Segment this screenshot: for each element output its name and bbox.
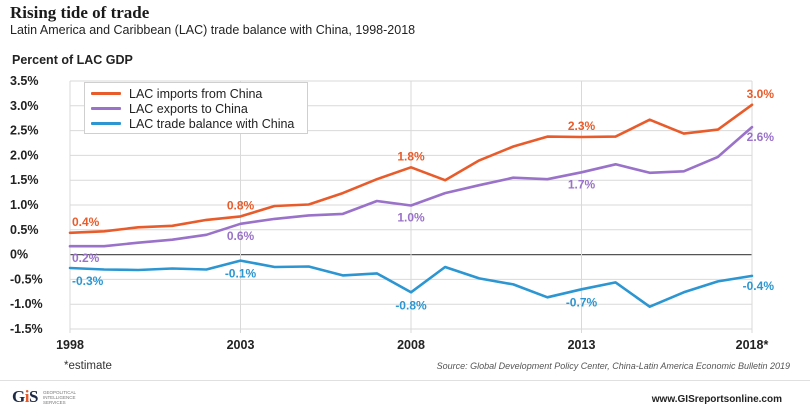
legend-swatch-imports [91, 92, 121, 95]
data-label-balance: -0.3% [72, 274, 104, 288]
legend-item-exports: LAC exports to China [91, 101, 301, 116]
series-line-balance [68, 259, 754, 309]
y-tick-label: 2.5% [10, 124, 39, 138]
data-label-balance: -0.1% [225, 267, 257, 281]
chart-legend: LAC imports from China LAC exports to Ch… [84, 82, 308, 134]
logo-tagline: Geopolitical Intelligence Services [42, 389, 76, 405]
legend-swatch-balance [91, 122, 121, 125]
legend-label-exports: LAC exports to China [129, 101, 248, 116]
data-label-imports: 2.3% [568, 119, 596, 133]
data-label-exports: 1.7% [568, 177, 596, 191]
x-tick-label: 2003 [227, 338, 255, 352]
y-axis-label: Percent of LAC GDP [12, 53, 133, 67]
gis-logo: GiS Geopolitical Intelligence Services [12, 387, 89, 407]
x-tick-label: 2018* [736, 338, 769, 352]
y-tick-label: 0% [10, 248, 28, 262]
y-tick-label: 0.5% [10, 223, 39, 237]
series-line-exports [68, 125, 754, 248]
y-tick-label: 3.5% [10, 74, 39, 88]
y-tick-label: -1.0% [10, 297, 43, 311]
y-tick-label: 2.0% [10, 148, 39, 162]
legend-item-imports: LAC imports from China [91, 86, 301, 101]
legend-label-imports: LAC imports from China [129, 86, 263, 101]
grid-lines [69, 80, 753, 333]
data-labels: 0.4% 0.8% 1.8% 2.3% 3.0% 0.2% 0.6% 1.0% 1.7% 2.6%… [72, 87, 774, 312]
x-tick-label: 2013 [568, 338, 596, 352]
data-label-exports: 2.6% [747, 130, 775, 144]
series-line-imports [68, 103, 754, 235]
legend-item-balance: LAC trade balance with China [91, 116, 301, 131]
data-label-balance: -0.4% [743, 279, 775, 293]
chart-subtitle: Latin America and Caribbean (LAC) trade … [10, 23, 416, 37]
y-tick-label: -0.5% [10, 272, 43, 286]
source-note: Source: Global Development Policy Center… [436, 361, 790, 371]
data-label-exports: 1.0% [397, 210, 425, 224]
website-link[interactable]: www.GISreportsonline.com [651, 394, 782, 405]
data-label-exports: 0.6% [227, 229, 255, 243]
data-label-exports: 0.2% [72, 251, 100, 265]
footer-divider [0, 380, 810, 381]
data-label-imports: 3.0% [747, 87, 775, 101]
x-tick-label: 1998 [56, 338, 84, 352]
line-chart: 3.5% 3.0% 2.5% 2.0% 1.5% 1.0% 0.5% 0% -0.5% -1.0%… [10, 74, 774, 352]
chart-title: Rising tide of trade [10, 3, 150, 22]
series-lines [68, 103, 754, 309]
y-tick-label: 3.0% [10, 99, 39, 113]
y-tick-label: 1.0% [10, 198, 39, 212]
legend-label-balance: LAC trade balance with China [129, 116, 295, 131]
y-tick-label: 1.5% [10, 173, 39, 187]
x-tick-label: 2008 [397, 338, 425, 352]
estimate-note: *estimate [64, 360, 112, 372]
data-label-imports: 0.4% [72, 215, 100, 229]
logo-mark: GiS [12, 387, 38, 406]
data-label-imports: 1.8% [397, 149, 425, 163]
legend-swatch-exports [91, 107, 121, 110]
y-tick-label: -1.5% [10, 322, 43, 336]
data-label-balance: -0.8% [395, 298, 427, 312]
data-label-imports: 0.8% [227, 198, 255, 212]
axis-labels: 3.5% 3.0% 2.5% 2.0% 1.5% 1.0% 0.5% 0% -0.5% -1.0%… [10, 74, 768, 352]
data-label-balance: -0.7% [566, 295, 598, 309]
